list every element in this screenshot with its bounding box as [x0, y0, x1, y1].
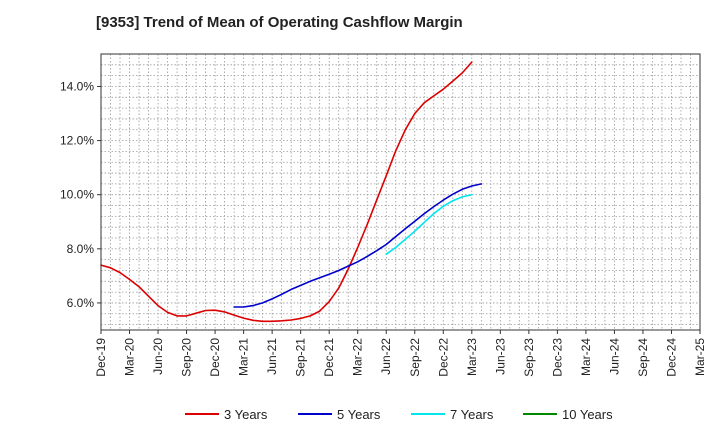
legend-label-3-years: 3 Years	[224, 407, 268, 422]
x-tick-label: Jun-21	[265, 338, 279, 375]
legend-label-7-years: 7 Years	[450, 407, 494, 422]
x-tick-label: Dec-19	[94, 338, 108, 377]
legend-label-10-years: 10 Years	[562, 407, 613, 422]
grid-lines	[101, 54, 700, 330]
x-tick-label: Dec-24	[664, 338, 678, 377]
x-tick-label: Mar-20	[123, 338, 137, 376]
x-tick-label: Mar-23	[465, 338, 479, 376]
x-tick-label: Sep-20	[180, 338, 194, 377]
y-tick-label: 10.0%	[60, 188, 94, 202]
plot-background	[101, 54, 700, 330]
x-tick-label: Mar-22	[351, 338, 365, 376]
legend: 3 Years 5 Years 7 Years 10 Years	[185, 407, 613, 422]
axes: 6.0% 8.0% 10.0% 12.0% 14.0% Dec-19 Mar-20 Jun-2…	[60, 53, 707, 377]
x-tick-label: Jun-24	[607, 338, 621, 375]
y-tick-label: 8.0%	[67, 242, 95, 256]
x-tick-label: Jun-22	[379, 338, 393, 375]
x-tick-label: Dec-23	[550, 338, 564, 377]
x-tick-label: Dec-22	[436, 338, 450, 377]
x-tick-label: Mar-24	[579, 338, 593, 376]
series-line-5-years	[233, 183, 483, 308]
plot-frame	[100, 53, 701, 331]
x-tick-label: Jun-20	[151, 338, 165, 375]
x-tick-label: Dec-21	[322, 338, 336, 377]
chart-title: [9353] Trend of Mean of Operating Cashfl…	[96, 14, 463, 31]
x-tick-label: Sep-22	[408, 338, 422, 377]
plot-area	[101, 54, 700, 330]
legend-label-5-years: 5 Years	[337, 407, 381, 422]
x-tick-label: Sep-21	[294, 338, 308, 377]
series-line-7-years	[385, 193, 473, 255]
x-tick-label: Mar-25	[693, 338, 707, 376]
y-tick-label: 12.0%	[60, 134, 94, 148]
x-tick-label: Sep-23	[522, 338, 536, 377]
x-tick-label: Jun-23	[493, 338, 507, 375]
x-tick-label: Mar-21	[237, 338, 251, 376]
series-lines	[100, 61, 483, 323]
y-tick-label: 14.0%	[60, 79, 94, 93]
series-line-3-years	[100, 61, 473, 323]
x-tick-label: Dec-20	[208, 338, 222, 377]
y-tick-label: 6.0%	[67, 296, 95, 310]
x-tick-label: Sep-24	[636, 338, 650, 377]
